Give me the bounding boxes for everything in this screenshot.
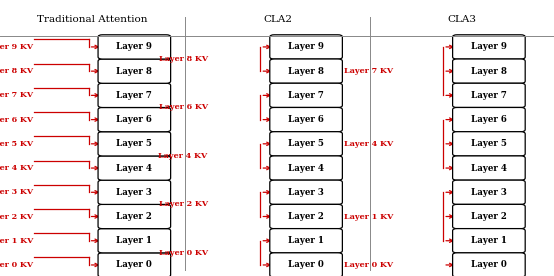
Text: Layer 4 KV: Layer 4 KV [344,140,393,148]
Text: Layer 4: Layer 4 [116,164,152,172]
FancyBboxPatch shape [453,253,525,276]
Text: Layer 5: Layer 5 [471,139,507,148]
Text: Layer 7: Layer 7 [471,91,507,100]
FancyBboxPatch shape [270,59,342,83]
Text: Layer 8: Layer 8 [288,67,324,76]
FancyBboxPatch shape [98,253,171,276]
Text: Layer 8: Layer 8 [116,67,152,76]
Text: Layer 7: Layer 7 [116,91,152,100]
Text: Layer 1: Layer 1 [288,236,324,245]
Text: Layer 2: Layer 2 [116,212,152,221]
FancyBboxPatch shape [98,107,171,132]
Text: Layer 0: Layer 0 [288,261,324,269]
Text: Layer 7: Layer 7 [288,91,324,100]
Text: Layer 0 KV: Layer 0 KV [344,261,393,269]
Text: Layer 7 KV: Layer 7 KV [344,67,393,75]
Text: Layer 0: Layer 0 [471,261,507,269]
FancyBboxPatch shape [270,204,342,229]
FancyBboxPatch shape [98,59,171,83]
Text: Layer 8: Layer 8 [471,67,507,76]
Text: Layer 4 KV: Layer 4 KV [0,164,33,172]
Text: Layer 4 KV: Layer 4 KV [158,152,208,160]
Text: Layer 3: Layer 3 [288,188,324,197]
Text: Layer 9: Layer 9 [471,43,507,51]
Text: Traditional Attention: Traditional Attention [37,15,148,24]
FancyBboxPatch shape [270,107,342,132]
Text: Layer 6: Layer 6 [471,115,507,124]
Text: Layer 1: Layer 1 [116,236,152,245]
FancyBboxPatch shape [453,35,525,59]
Text: Layer 7 KV: Layer 7 KV [0,91,33,99]
FancyBboxPatch shape [453,59,525,83]
FancyBboxPatch shape [98,83,171,108]
FancyBboxPatch shape [453,180,525,205]
FancyBboxPatch shape [453,83,525,108]
FancyBboxPatch shape [270,156,342,180]
Text: Layer 3: Layer 3 [471,188,507,197]
Text: Layer 6: Layer 6 [116,115,152,124]
FancyBboxPatch shape [270,132,342,156]
FancyBboxPatch shape [98,156,171,180]
FancyBboxPatch shape [453,132,525,156]
Text: Layer 2: Layer 2 [288,212,324,221]
Text: Layer 2: Layer 2 [471,212,507,221]
FancyBboxPatch shape [98,180,171,205]
FancyBboxPatch shape [453,156,525,180]
FancyBboxPatch shape [98,204,171,229]
Text: Layer 6 KV: Layer 6 KV [158,104,208,112]
FancyBboxPatch shape [98,132,171,156]
FancyBboxPatch shape [98,229,171,253]
Text: Layer 5: Layer 5 [288,139,324,148]
FancyBboxPatch shape [270,180,342,205]
Text: Layer 1: Layer 1 [471,236,507,245]
Text: Layer 0 KV: Layer 0 KV [158,249,208,257]
Text: Layer 0 KV: Layer 0 KV [0,261,33,269]
Text: Layer 5: Layer 5 [116,139,152,148]
Text: Layer 3: Layer 3 [116,188,152,197]
Text: Layer 8 KV: Layer 8 KV [158,55,208,63]
Text: Layer 1 KV: Layer 1 KV [0,237,33,245]
Text: Layer 9 KV: Layer 9 KV [0,43,33,51]
Text: Layer 2 KV: Layer 2 KV [158,200,208,208]
Text: CLA2: CLA2 [263,15,292,24]
FancyBboxPatch shape [270,83,342,108]
Text: Layer 4: Layer 4 [288,164,324,172]
Text: Layer 6: Layer 6 [288,115,324,124]
FancyBboxPatch shape [453,107,525,132]
Text: CLA3: CLA3 [448,15,476,24]
Text: Layer 5 KV: Layer 5 KV [0,140,33,148]
Text: Layer 9: Layer 9 [116,43,152,51]
FancyBboxPatch shape [453,229,525,253]
FancyBboxPatch shape [98,35,171,59]
Text: Layer 8 KV: Layer 8 KV [0,67,33,75]
FancyBboxPatch shape [453,204,525,229]
Text: Layer 0: Layer 0 [116,261,152,269]
Text: Layer 3 KV: Layer 3 KV [0,188,33,196]
Text: Layer 6 KV: Layer 6 KV [0,116,33,124]
Text: Layer 1 KV: Layer 1 KV [344,213,393,221]
Text: Layer 2 KV: Layer 2 KV [0,213,33,221]
FancyBboxPatch shape [270,229,342,253]
FancyBboxPatch shape [270,253,342,276]
Text: Layer 9: Layer 9 [288,43,324,51]
Text: Layer 4: Layer 4 [471,164,507,172]
FancyBboxPatch shape [270,35,342,59]
